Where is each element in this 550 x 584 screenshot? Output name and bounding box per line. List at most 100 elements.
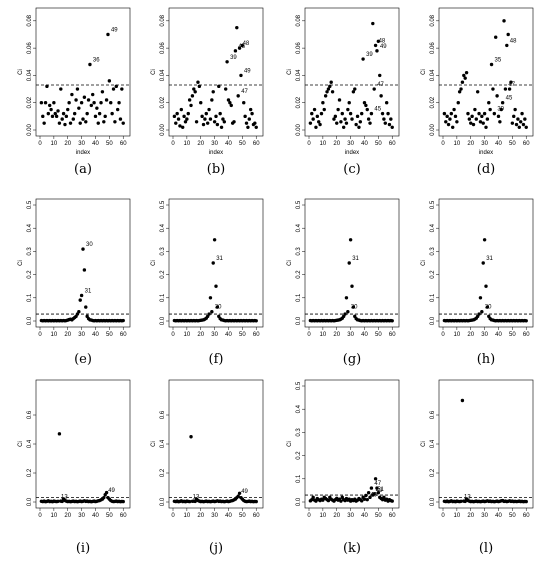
point-annotation: 39 (366, 52, 373, 58)
data-point (517, 125, 521, 129)
data-point (347, 101, 351, 105)
data-point (104, 490, 109, 495)
data-point (375, 486, 379, 490)
point-annotation: 49 (380, 44, 387, 50)
data-point (192, 87, 196, 91)
data-point (482, 238, 487, 242)
x-tick-label: 10 (184, 141, 191, 147)
y-tick-label: 0.5 (160, 200, 166, 209)
data-point (107, 79, 112, 83)
data-point (72, 111, 77, 116)
data-point (109, 101, 113, 105)
y-axis-label: Ci (287, 260, 293, 266)
data-point (448, 117, 452, 121)
data-point (54, 114, 59, 119)
y-axis-label: Ci (151, 69, 157, 75)
x-tick-label: 40 (361, 513, 368, 519)
data-point (360, 111, 364, 116)
data-point (509, 80, 513, 84)
x-tick-label: 20 (64, 332, 71, 338)
x-tick-label: 50 (375, 332, 382, 338)
data-point (75, 87, 80, 91)
y-tick-label: 0.02 (296, 96, 302, 108)
x-tick-label: 10 (320, 332, 327, 338)
data-point (114, 84, 118, 89)
data-point (474, 117, 478, 121)
data-point (79, 293, 84, 298)
y-tick-label: 0.08 (160, 14, 166, 26)
data-point (217, 84, 221, 89)
x-tick-label: 0 (307, 332, 311, 338)
data-point (328, 84, 332, 89)
data-point (487, 101, 491, 105)
data-point (475, 90, 480, 94)
x-tick-label: 40 (92, 513, 99, 519)
y-tick-label: 0.02 (430, 96, 436, 108)
data-point (371, 21, 375, 26)
x-tick-label: 20 (467, 332, 474, 338)
data-point (333, 114, 338, 119)
x-tick-label: 50 (106, 141, 113, 147)
point-annotation: 49 (241, 489, 248, 495)
data-point (492, 111, 497, 116)
data-point (176, 117, 181, 121)
data-point (341, 125, 346, 129)
plot-frame (304, 379, 400, 509)
x-tick-label: 30 (347, 513, 354, 519)
x-tick-label: 20 (333, 141, 340, 147)
data-point (513, 107, 517, 112)
y-tick-label: 0.5 (296, 381, 302, 390)
x-tick-label: 10 (184, 513, 191, 519)
point-annotation: 35 (495, 57, 502, 63)
data-point (503, 87, 508, 91)
point-annotation: 30 (485, 305, 492, 311)
data-point (389, 117, 393, 121)
y-tick-label: 0.2 (296, 270, 302, 279)
point-annotation: 30 (215, 305, 222, 311)
data-point (383, 121, 387, 125)
plot-frame (304, 198, 400, 328)
y-tick-label: 0.04 (160, 69, 166, 81)
data-point (462, 73, 466, 78)
data-point (478, 296, 483, 300)
plot-frame (35, 7, 131, 137)
data-point (187, 499, 192, 504)
data-point (444, 120, 448, 124)
data-point (318, 122, 322, 127)
y-tick-label: 0.3 (27, 247, 33, 256)
y-tick-label: 0.1 (430, 293, 436, 302)
data-point (212, 120, 217, 124)
panel-f: 0 10 20 30 40 50 60 0.0 0.1 0.2 0.3 0.4 0.5 Ci 31 30 (f) (151, 198, 264, 367)
data-point (96, 121, 100, 125)
data-point (236, 494, 240, 498)
data-point (382, 495, 386, 500)
data-point (178, 124, 182, 128)
plot-frame (168, 198, 264, 328)
data-point (211, 261, 215, 265)
data-point (237, 491, 242, 495)
data-point (452, 107, 456, 112)
x-tick-label: 60 (253, 332, 260, 338)
y-tick-label: 0.2 (430, 270, 436, 279)
data-point (196, 80, 200, 84)
data-point (390, 319, 394, 323)
data-point (93, 114, 98, 119)
panel-d: 0 10 20 30 40 50 60 0.00 0.02 0.04 0.06 0.08 Ci index… (421, 7, 534, 177)
data-point (477, 111, 481, 116)
y-tick-label: 0.08 (296, 14, 302, 26)
data-point (253, 121, 257, 125)
data-point (84, 305, 88, 309)
x-tick-label: 30 (481, 332, 488, 338)
data-point (332, 117, 336, 121)
x-axis-label: index (209, 150, 223, 156)
data-point (314, 499, 318, 503)
y-tick-label: 0.04 (430, 69, 436, 81)
data-point (387, 122, 392, 127)
y-axis-label: Ci (151, 260, 157, 266)
y-axis-label: Ci (421, 441, 427, 447)
data-point (321, 101, 325, 105)
data-point (375, 49, 379, 53)
panel-k: 0 10 20 30 40 50 60 0.0 0.1 0.2 0.3 0.4 0.5 Ci 40 47514… (287, 379, 400, 556)
data-point (477, 312, 481, 316)
data-point (362, 497, 367, 501)
